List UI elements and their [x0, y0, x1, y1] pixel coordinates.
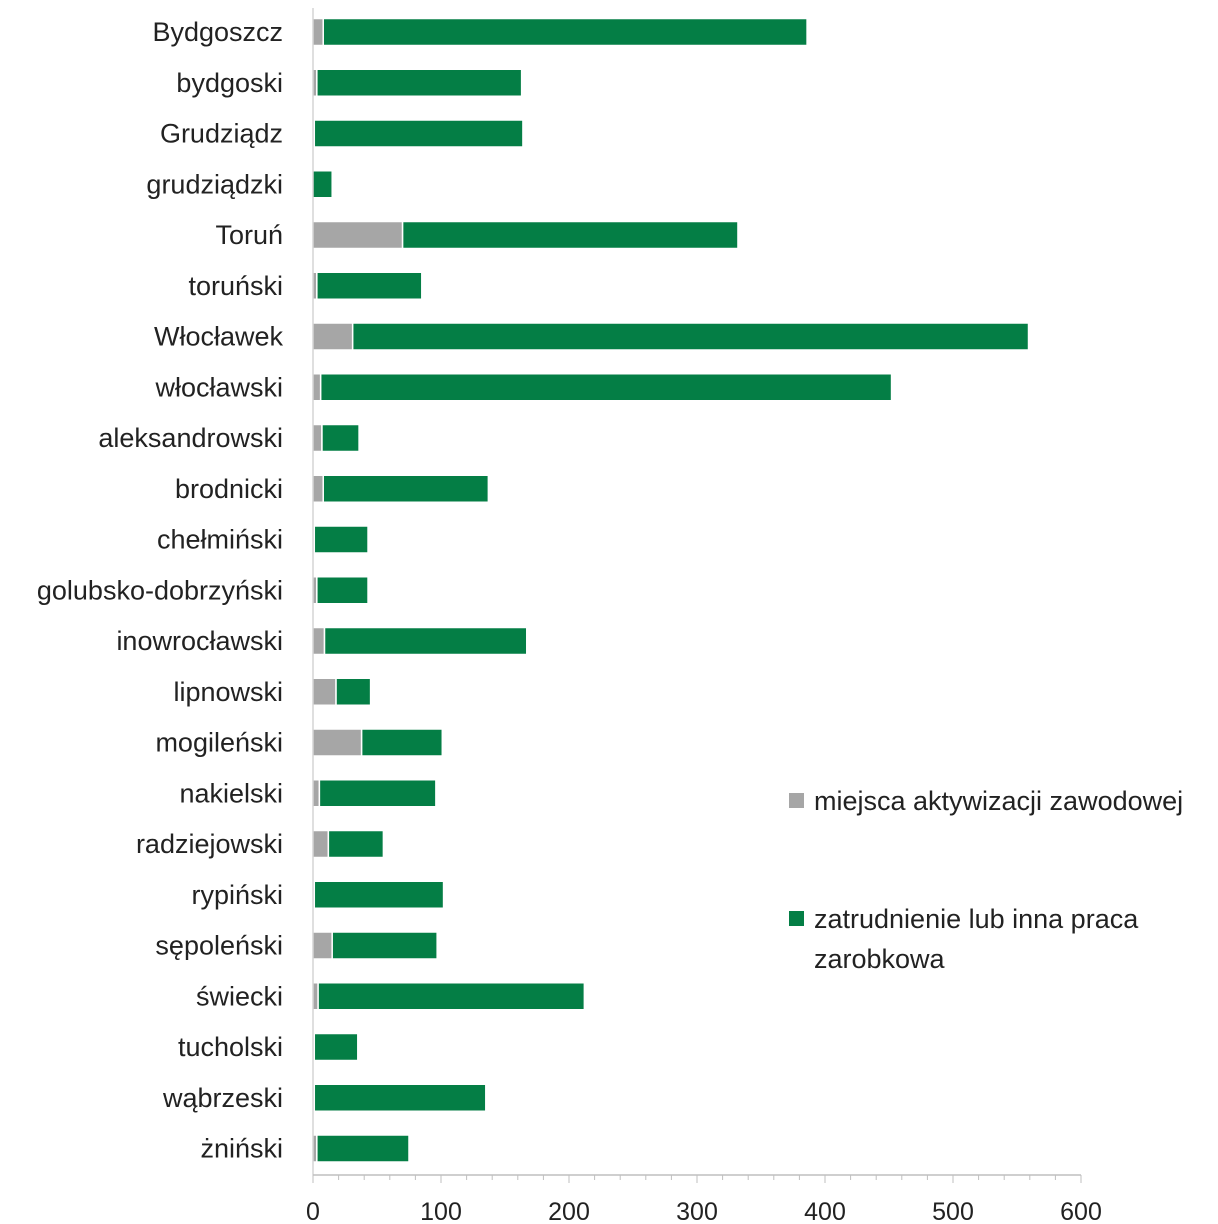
bar-zatrudnienie-włocławski	[319, 373, 893, 402]
legend-label-miejsca-aktywizacji: miejsca aktywizacji zawodowej	[814, 786, 1183, 816]
x-tick-label-400: 400	[804, 1198, 846, 1224]
x-tick-label-500: 500	[932, 1198, 974, 1224]
bar-zatrudnienie-żniński	[316, 1134, 410, 1163]
bar-miejsca-świecki	[312, 982, 319, 1011]
x-tick-label-600: 600	[1060, 1198, 1102, 1224]
bar-miejsca-włocławski	[312, 373, 322, 402]
category-label-grudziądz: Grudziądz	[160, 119, 283, 149]
bar-zatrudnienie-inowrocławski	[323, 626, 528, 656]
category-label-aleksandrowski: aleksandrowski	[98, 423, 283, 453]
category-label-radziejowski: radziejowski	[136, 829, 283, 859]
bar-zatrudnienie-lipnowski	[335, 677, 372, 706]
bar-miejsca-włocławek	[312, 322, 354, 351]
legend-swatch-miejsca-aktywizacji	[789, 793, 804, 808]
bar-zatrudnienie-nakielski	[318, 779, 437, 808]
bar-zatrudnienie-grudziądzki	[312, 170, 333, 199]
bar-miejsca-inowrocławski	[312, 626, 326, 656]
bar-miejsca-mogileński	[312, 728, 363, 757]
bar-zatrudnienie-rypiński	[313, 880, 445, 909]
bar-zatrudnienie-włocławek	[351, 322, 1030, 351]
x-tick-label-100: 100	[420, 1198, 462, 1224]
category-label-golubsko-dobrzyński: golubsko-dobrzyński	[37, 575, 283, 605]
x-tick-label-300: 300	[676, 1198, 718, 1224]
bar-zatrudnienie-chełmiński	[313, 525, 369, 554]
bar-zatrudnienie-mogileński	[360, 728, 444, 757]
category-label-inowrocławski: inowrocławski	[116, 626, 283, 656]
category-label-sępoleński: sępoleński	[155, 931, 283, 961]
legend-swatch-zatrudnienie	[789, 911, 804, 926]
bar-zatrudnienie-brodnicki	[322, 474, 490, 503]
bar-miejsca-sępoleński	[312, 931, 333, 960]
bar-miejsca-aleksandrowski	[312, 423, 323, 453]
bar-zatrudnienie-wąbrzeski	[313, 1083, 487, 1112]
x-tick-label-200: 200	[548, 1198, 590, 1224]
category-label-włocławek: Włocławek	[154, 322, 284, 352]
category-label-wąbrzeski: wąbrzeski	[162, 1083, 283, 1113]
legend-label-zatrudnienie: zatrudnienie lub inna praca zarobkowa	[814, 904, 1139, 974]
category-label-świecki: świecki	[196, 981, 283, 1011]
category-labels: Bydgoszcz bydgoski Grudziądz grudziądzki Tor…	[37, 17, 284, 1164]
bar-zatrudnienie-bydgoski	[316, 68, 523, 97]
category-label-brodnicki: brodnicki	[175, 474, 283, 504]
bar-zatrudnienie-sępoleński	[331, 931, 438, 960]
bar-zatrudnienie-toruń	[401, 220, 739, 250]
bar-zatrudnienie-grudziądz	[313, 119, 524, 148]
category-label-rypiński: rypiński	[191, 880, 283, 910]
category-label-mogileński: mogileński	[155, 728, 283, 758]
x-axis: 0 100 200 300 400 500 600	[306, 8, 1102, 1224]
category-label-toruński: toruński	[188, 271, 283, 301]
x-tick-label-0: 0	[306, 1198, 320, 1224]
category-label-bydgoszcz: Bydgoszcz	[152, 17, 283, 47]
legend: miejsca aktywizacji zawodowej zatrudnien…	[789, 786, 1183, 974]
bar-zatrudnienie-aleksandrowski	[321, 423, 360, 453]
category-label-nakielski: nakielski	[179, 778, 283, 808]
category-label-grudziądzki: grudziądzki	[146, 169, 283, 199]
bar-miejsca-brodnicki	[312, 474, 324, 503]
bar-miejsca-bydgoszcz	[312, 17, 324, 47]
bar-miejsca-nakielski	[312, 779, 321, 808]
category-label-lipnowski: lipnowski	[173, 677, 283, 707]
category-label-chełmiński: chełmiński	[157, 525, 283, 555]
bar-zatrudnienie-świecki	[317, 982, 586, 1011]
bars-layer	[312, 17, 1030, 1163]
bar-miejsca-toruń	[312, 220, 404, 250]
bar-zatrudnienie-radziejowski	[327, 829, 385, 859]
bar-zatrudnienie-tucholski	[313, 1032, 359, 1062]
bar-miejsca-radziejowski	[312, 829, 330, 859]
category-label-toruń: Toruń	[215, 220, 283, 250]
bar-zatrudnienie-toruński	[316, 271, 423, 300]
bar-zatrudnienie-bydgoszcz	[322, 17, 808, 47]
category-label-włocławski: włocławski	[154, 372, 283, 402]
bar-zatrudnienie-golubsko-dobrzyński	[316, 576, 369, 605]
bar-miejsca-lipnowski	[312, 677, 337, 706]
category-label-bydgoski: bydgoski	[176, 68, 283, 98]
category-label-żniński: żniński	[200, 1134, 283, 1164]
category-label-tucholski: tucholski	[178, 1032, 283, 1062]
